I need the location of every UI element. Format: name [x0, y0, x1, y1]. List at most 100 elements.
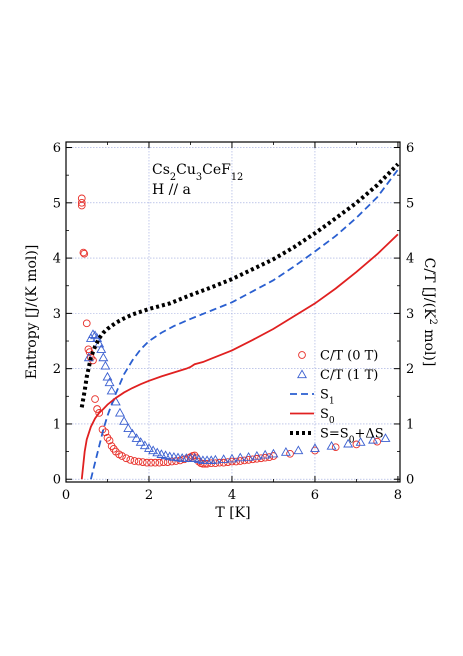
- data-point-triangle: [218, 454, 229, 463]
- legend-label: C/T (1 T): [320, 368, 378, 383]
- series-line: [79, 162, 400, 408]
- data-point-triangle: [152, 447, 163, 457]
- data-point-circle: [373, 437, 382, 446]
- series-line: [80, 233, 399, 480]
- compound-formula-text: Cu: [176, 162, 196, 178]
- data-point-triangle: [100, 360, 111, 370]
- data-point-triangle: [189, 453, 200, 462]
- y-axis-right-label-text-text: C/T [J/(K: [421, 258, 437, 319]
- legend-marker-swatch: [298, 351, 306, 359]
- data-point-circle: [155, 458, 164, 467]
- y-axis-right-label-text-text: mol)]: [421, 325, 437, 367]
- data-point-triangle: [343, 438, 354, 448]
- legend-label-text: S: [320, 388, 329, 403]
- compound-formula-subscript: 2: [170, 172, 176, 183]
- data-point-triangle: [139, 440, 150, 450]
- y-right-tick-label: 1: [406, 417, 414, 432]
- data-point-triangle: [368, 434, 379, 444]
- data-point-circle: [138, 458, 147, 466]
- y-left-tick-label: 4: [53, 252, 61, 267]
- data-point-triangle: [160, 450, 171, 460]
- data-point-triangle: [96, 344, 107, 353]
- data-point-circle: [286, 449, 294, 458]
- data-point-triangle: [309, 443, 320, 452]
- data-point-triangle: [148, 445, 159, 455]
- y-axis-right-label-text-superscript: 2: [428, 319, 439, 325]
- data-point-circle: [91, 395, 99, 403]
- y-left-tick-label: 6: [53, 141, 61, 156]
- data-point-circle: [95, 409, 104, 417]
- series-1: [83, 329, 391, 465]
- series-3: [80, 233, 399, 480]
- data-point-triangle: [243, 452, 254, 461]
- legend-marker-swatch: [297, 369, 307, 379]
- data-point-triangle: [104, 377, 115, 387]
- x-tick-label: 2: [145, 488, 153, 503]
- x-tick-label: 8: [394, 488, 402, 503]
- y-left-tick-label: 3: [53, 307, 61, 322]
- data-point-triangle: [355, 437, 366, 446]
- y-right-tick-label: 6: [406, 141, 414, 156]
- y-axis-right-label: C/T [J/(K2 mol)]: [421, 258, 439, 367]
- field-direction: H // a: [152, 182, 191, 198]
- data-point-circle: [79, 248, 88, 257]
- data-point-circle: [147, 458, 155, 467]
- y-right-tick-label: 3: [406, 307, 414, 322]
- y-axis-left-label: Entropy [J/(K mol)]: [24, 245, 40, 380]
- legend-label: C/T (0 T): [320, 349, 378, 364]
- data-point-circle: [352, 440, 361, 449]
- data-point-circle: [77, 198, 86, 207]
- data-point-triangle: [127, 428, 138, 438]
- data-point-triangle: [83, 352, 94, 362]
- x-tick-label: 0: [62, 488, 70, 503]
- plot-series: [77, 162, 400, 480]
- data-point-triangle: [123, 423, 134, 432]
- data-point-triangle: [106, 385, 117, 395]
- data-point-circle: [80, 249, 89, 258]
- data-point-triangle: [87, 329, 98, 338]
- data-point-circle: [331, 443, 340, 452]
- y-right-tick-label: 5: [406, 196, 414, 211]
- data-point-circle: [122, 454, 131, 463]
- legend-label-subscript: 0: [349, 436, 355, 446]
- data-point-circle: [134, 457, 143, 466]
- x-axis-label: T [K]: [215, 505, 250, 521]
- compound-formula: Cs2Cu3CeF12: [152, 162, 243, 183]
- data-point-triangle: [226, 453, 237, 463]
- data-point-triangle: [235, 452, 246, 462]
- legend-label-subscript: 0: [329, 416, 335, 426]
- legend-label-subscript: 1: [329, 397, 335, 407]
- compound-formula-text: CeF: [202, 162, 231, 178]
- data-point-circle: [130, 457, 139, 465]
- data-point-triangle: [156, 449, 167, 458]
- series-2: [90, 169, 399, 480]
- y-right-tick-label: 4: [406, 252, 414, 267]
- data-point-triangle: [98, 352, 109, 362]
- data-point-triangle: [293, 445, 304, 455]
- data-point-circle: [143, 458, 151, 467]
- y-left-tick-label: 2: [53, 362, 61, 377]
- y-right-tick-label: 0: [406, 473, 414, 488]
- y-left-tick-label: 1: [53, 417, 61, 432]
- data-point-triangle: [119, 416, 130, 425]
- grid-lines: [66, 142, 400, 482]
- y-axis-right-label-text: C/T [J/(K2 mol)]: [421, 258, 439, 367]
- data-point-circle: [77, 201, 86, 210]
- data-point-triangle: [102, 371, 113, 381]
- data-point-triangle: [326, 440, 337, 450]
- legend-label: S0: [320, 407, 335, 426]
- data-point-triangle: [280, 447, 291, 456]
- data-point-triangle: [135, 437, 146, 446]
- data-point-triangle: [144, 443, 154, 452]
- data-point-circle: [126, 456, 135, 464]
- data-point-triangle: [114, 407, 125, 417]
- y-right-tick-label: 2: [406, 362, 414, 377]
- compound-formula-subscript: 12: [231, 172, 243, 183]
- compound-formula-text: Cs: [152, 162, 170, 178]
- axis-ticks: 0 2 4 6 80 01 12 23 34 45 56 6: [53, 141, 415, 503]
- data-point-triangle: [210, 454, 221, 464]
- plot-frame: [65, 141, 401, 483]
